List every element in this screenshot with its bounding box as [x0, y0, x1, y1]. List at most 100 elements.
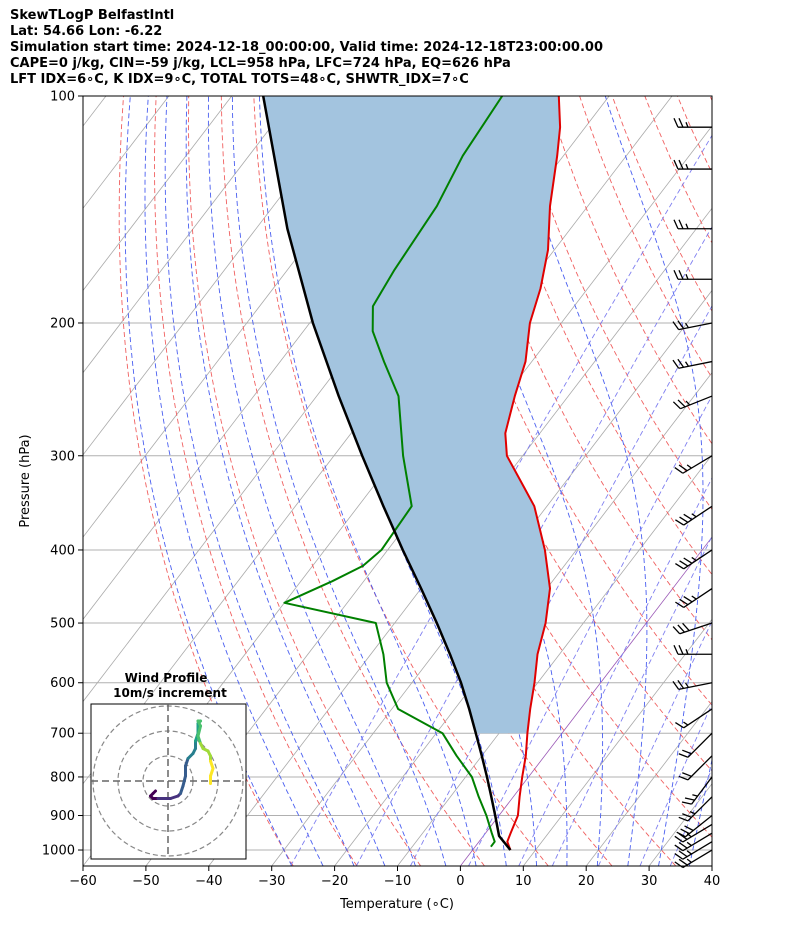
barb-flag [683, 596, 693, 603]
barb-half-flag [686, 850, 692, 855]
isotherm-line [648, 783, 712, 866]
wind-barb [674, 832, 713, 852]
barb-shaft [680, 395, 713, 410]
isotherm-line [397, 454, 712, 866]
wind-barb [672, 395, 713, 410]
wind-barb [673, 269, 712, 280]
isotherm-line [711, 865, 712, 866]
y-axis-ticks: 100 200 300 400 500 600 700 800 900 1000 [42, 90, 83, 859]
moist-adiabat [688, 757, 712, 866]
y-tick-label: 200 [50, 316, 75, 331]
dry-adiabat [775, 96, 794, 866]
barb-flag [678, 816, 689, 822]
moist-adiabat [207, 96, 416, 866]
y-axis-label: Pressure (hPa) [18, 434, 33, 527]
wind-barb [674, 841, 713, 860]
barb-half-flag [683, 721, 689, 726]
barb-shaft [678, 682, 713, 691]
barb-shaft [678, 322, 713, 331]
mixing-ratio-line [551, 535, 712, 866]
x-tick-label: 40 [704, 874, 721, 889]
barb-flag [677, 624, 685, 633]
chart-title: SkewTLogP BelfastIntl [10, 8, 175, 23]
barb-flag [678, 858, 688, 866]
barb-shaft [682, 849, 713, 869]
barb-flag [675, 519, 685, 526]
mixing-ratio-line [597, 620, 712, 866]
x-tick-label: 20 [578, 874, 595, 889]
barb-flag [679, 598, 689, 606]
wind-barb [678, 732, 713, 758]
barb-flag [684, 825, 694, 832]
isotherm-line [460, 536, 712, 866]
inset-subtitle: 10m/s increment [113, 686, 227, 700]
x-tick-label: 0 [456, 874, 464, 889]
barb-flag [681, 801, 692, 805]
barb-shaft [683, 587, 713, 608]
barb-flag [683, 557, 693, 564]
wind-barb [672, 320, 713, 331]
barb-flag [680, 828, 690, 835]
barb-half-flag [684, 361, 690, 367]
barb-shaft [682, 455, 713, 474]
barb-shaft [687, 755, 713, 781]
barb-flag [677, 358, 685, 368]
wind-barb [672, 680, 713, 691]
barb-half-flag [686, 841, 692, 847]
barb-flag [674, 853, 684, 860]
wind-barb [673, 644, 712, 655]
barb-flag [678, 775, 689, 781]
barb-shaft [687, 796, 713, 822]
barb-flag [677, 320, 685, 330]
barb-flag [678, 753, 689, 758]
wind-barb [678, 755, 713, 781]
moist-adiabat [124, 96, 293, 866]
barb-flag [679, 560, 689, 567]
y-tick-label: 700 [50, 727, 75, 742]
isotherm-line [83, 96, 295, 374]
isotherm-line [522, 618, 712, 866]
hodograph-segment [181, 774, 187, 788]
barb-half-flag [685, 223, 689, 230]
barb-half-flag [684, 322, 690, 329]
barb-flag [682, 749, 692, 755]
mixing-ratio-line [669, 767, 712, 866]
wind-barb [672, 622, 713, 635]
barb-shaft [685, 815, 713, 838]
barb-flag [676, 831, 686, 838]
barb-flag [678, 219, 684, 230]
barb-shaft [682, 823, 713, 843]
x-tick-label: −20 [321, 874, 348, 889]
barb-flag [678, 464, 688, 472]
cin-fill [263, 96, 561, 734]
barb-flag [674, 844, 684, 852]
isotherm-line [83, 96, 233, 292]
barb-flag [673, 269, 679, 280]
wind-barb [673, 117, 712, 128]
wind-barbs [672, 117, 713, 869]
y-tick-label: 500 [50, 617, 75, 632]
barb-flag [677, 399, 686, 408]
barb-half-flag [691, 513, 697, 518]
barb-flag [672, 359, 680, 369]
barb-flag [675, 721, 685, 729]
y-tick-label: 1000 [42, 844, 75, 859]
barb-half-flag [686, 858, 692, 863]
wind-barb [673, 159, 712, 170]
barb-half-flag [685, 400, 691, 406]
barb-flag [673, 159, 679, 170]
barb-half-flag [684, 682, 690, 688]
barb-shaft [682, 841, 713, 860]
barb-flag [672, 401, 681, 410]
barb-half-flag [692, 794, 698, 797]
barb-shaft [683, 708, 713, 729]
moist-adiabat [185, 96, 386, 866]
barb-flag [673, 644, 679, 655]
x-tick-label: −50 [132, 874, 159, 889]
chart-header: SkewTLogP BelfastIntl Lat: 54.66 Lon: -6… [10, 8, 603, 88]
barb-flag [673, 219, 679, 230]
x-tick-label: −10 [384, 874, 411, 889]
dry-adiabat [118, 96, 294, 866]
profile-layer [261, 96, 562, 851]
